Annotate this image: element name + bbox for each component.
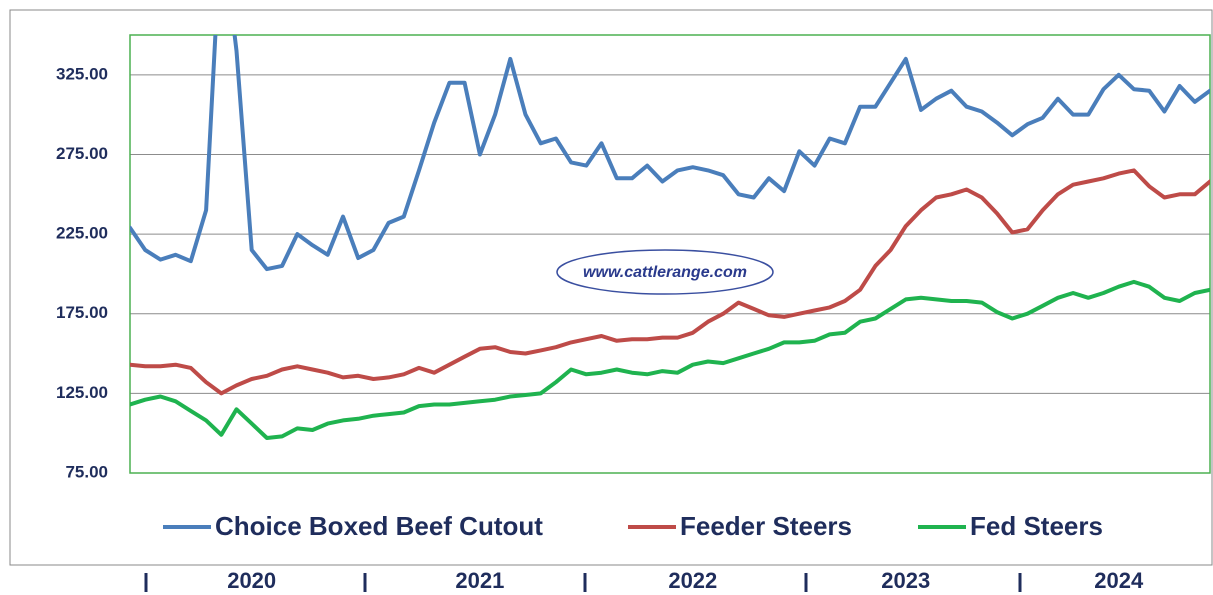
x-tick-label: 2023: [881, 568, 930, 593]
x-tick-label: 2024: [1094, 568, 1144, 593]
watermark-text: www.cattlerange.com: [583, 264, 747, 281]
watermark-ellipse: [556, 249, 774, 295]
watermark: www.cattlerange.com: [556, 249, 774, 295]
legend-label: Feeder Steers: [680, 511, 852, 541]
x-labels: 2020 2021 2022 2023 2024: [227, 568, 1144, 593]
legend-label: Fed Steers: [970, 511, 1103, 541]
y-tick-label: 275.00: [56, 144, 108, 163]
series-line: [130, 35, 1210, 272]
y-tick-label: 225.00: [56, 224, 108, 243]
plot-border: [129, 34, 1211, 474]
x-tick-label: 2020: [227, 568, 276, 593]
legend: Choice Boxed Beef Cutout Feeder Steers Fed…: [163, 511, 1103, 541]
series-line: [130, 168, 1210, 396]
year-dividers: [144, 573, 1022, 592]
legend-label: Choice Boxed Beef Cutout: [215, 511, 543, 541]
y-tick-label: 75.00: [65, 462, 108, 481]
y-tick-label: 325.00: [56, 64, 108, 83]
x-tick-label: 2022: [668, 568, 717, 593]
series-line: [130, 279, 1210, 440]
y-tick-label: 125.00: [56, 383, 108, 402]
lines: [130, 35, 1210, 440]
y-tick-label: 175.00: [56, 303, 108, 322]
x-tick-label: 2021: [455, 568, 504, 593]
